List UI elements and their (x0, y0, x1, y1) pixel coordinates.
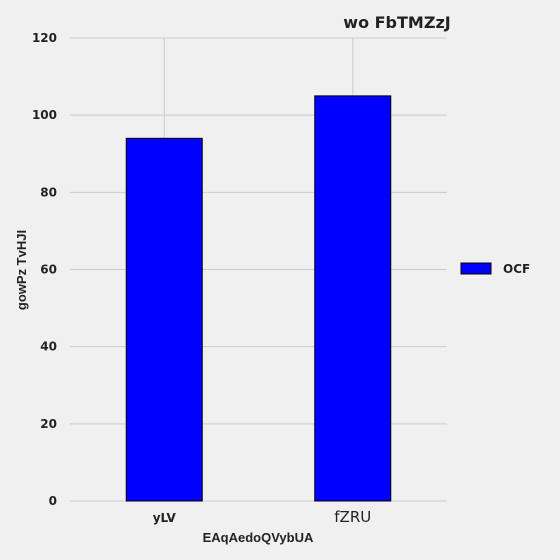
bar-ylv (125, 137, 203, 502)
bar-fzru (314, 95, 392, 502)
y-tick-label: 0 (49, 494, 57, 508)
y-tick-label: 80 (40, 185, 57, 199)
y-axis-label: gowPz TvHJI (14, 230, 29, 310)
x-tick-label: yLV (153, 511, 177, 525)
y-tick-label: 40 (40, 340, 57, 354)
y-tick-label: 60 (40, 263, 57, 277)
y-tick-labels: 0 20 40 60 80 100 120 (32, 31, 57, 508)
x-axis-label: EAqAedoQVybUA (203, 530, 314, 545)
y-tick-label: 100 (32, 108, 57, 122)
x-tick-labels: yLV fZRU (153, 508, 372, 526)
bars (125, 95, 392, 502)
y-tick-label: 120 (32, 31, 57, 45)
legend-swatch-ocf (460, 262, 492, 275)
y-tick-label: 20 (40, 417, 57, 431)
legend: OCF (460, 262, 530, 276)
x-tick-label: fZRU (334, 508, 371, 526)
chart-title: wo FbTMZzJ (343, 13, 450, 32)
legend-label-ocf: OCF (503, 262, 530, 276)
